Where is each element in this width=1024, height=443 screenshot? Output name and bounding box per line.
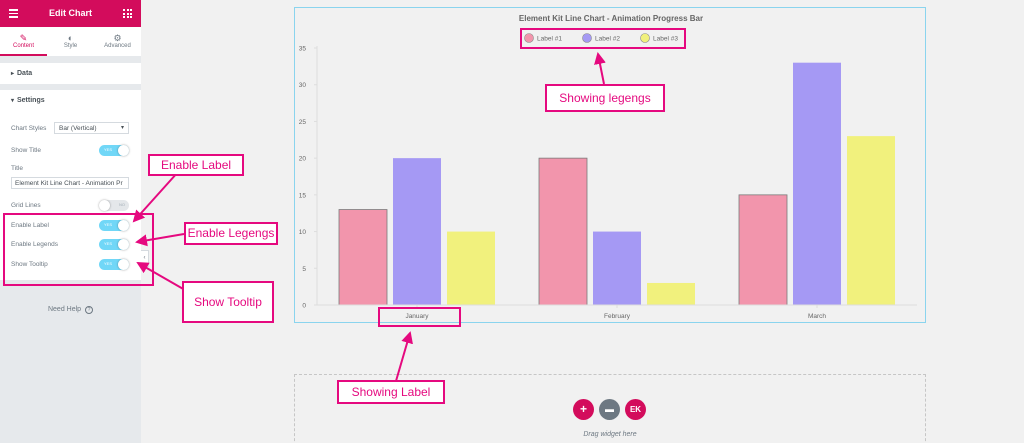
arrow-show-tooltip [136,262,186,291]
tab-advanced[interactable]: ⚙ Advanced [94,27,141,56]
callout-showing-label: Showing Label [337,380,445,404]
legend-label[interactable]: Label #3 [653,36,678,43]
panel-header: Edit Chart [0,0,141,27]
x-tick-label: January [405,313,429,320]
gear-icon: ⚙ [113,33,122,43]
y-tick-label: 0 [302,303,306,310]
collapse-panel-handle[interactable]: ‹ [141,250,149,267]
section-settings-title: Settings [17,97,45,104]
widgets-grid-icon[interactable] [123,9,132,18]
y-tick-label: 25 [299,119,307,126]
legend-swatch[interactable] [524,33,534,43]
bar[interactable] [593,231,641,305]
panel-tabs: ✎ Content ◐ Style ⚙ Advanced [0,27,141,56]
elementskit-logo-icon: EK [629,405,642,414]
bars-group [338,62,895,306]
tab-content[interactable]: ✎ Content [0,27,47,56]
bar[interactable] [738,194,788,306]
show-tooltip-switch[interactable]: YES [99,259,129,270]
chevron-down-icon: ▾ [120,125,124,131]
enable-legends-switch[interactable]: YES [99,239,129,250]
enable-legends-label: Enable Legends [11,241,58,248]
show-title-switch[interactable]: YES [99,145,129,156]
hamburger-menu-icon[interactable] [9,9,18,20]
tab-style[interactable]: ◐ Style [47,27,94,56]
y-tick-label: 30 [299,82,307,89]
show-tooltip-label: Show Tooltip [11,261,48,268]
bar[interactable] [538,157,588,306]
tab-content-label: Content [12,43,34,49]
callout-enable-label: Enable Label [148,154,244,176]
enable-label-label: Enable Label [11,222,49,229]
add-section-button[interactable]: + [573,399,594,420]
y-tick-label: 5 [302,266,306,273]
section-settings: ▾ Settings Chart Styles Bar (Vertical) ▾ … [0,90,141,280]
question-icon: ? [85,306,94,314]
plus-icon: + [579,402,587,416]
elementskit-library-button[interactable]: EK [625,399,646,420]
pencil-icon: ✎ [19,33,28,43]
callout-enable-legends: Enable Legengs [184,222,278,245]
chart-styles-select[interactable]: Bar (Vertical) ▾ [54,122,129,134]
chart-widget[interactable]: Element Kit Line Chart - Animation Progr… [294,7,926,323]
chart-styles-label: Chart Styles [11,125,47,132]
caret-right-icon: ▸ [11,71,15,77]
legend-label[interactable]: Label #1 [537,36,562,43]
bar[interactable] [793,62,841,305]
need-help-label: Need Help [47,306,82,313]
bar-chart: Element Kit Line Chart - Animation Progr… [299,14,917,320]
x-tick-label: March [808,313,826,320]
legend-label[interactable]: Label #2 [595,36,620,43]
bar[interactable] [847,136,895,305]
dropzone-text: Drag widget here [583,431,637,438]
bar[interactable] [338,209,388,306]
arrow-enable-legends [135,233,185,247]
grid-lines-switch[interactable]: NO [99,200,129,211]
y-tick-label: 35 [299,46,307,53]
legend-swatch[interactable] [640,33,650,43]
y-tick-label: 10 [299,229,307,236]
y-axis: 0 5 10 15 20 25 30 35 [299,46,318,310]
section-data[interactable]: ▸ Data [0,63,141,84]
half-circle-icon: ◐ [67,33,74,43]
x-tick-label: February [604,313,631,320]
section-data-title: Data [17,70,33,77]
title-label: Title [11,165,24,172]
widget-dropzone[interactable]: + ▬ EK Drag widget here [294,374,926,443]
editor-panel: Edit Chart ✎ Content ◐ Style ⚙ Advanced … [0,0,141,443]
show-title-label: Show Title [11,147,41,154]
tab-advanced-label: Advanced [104,43,131,49]
bar[interactable] [393,158,441,305]
legend-swatch[interactable] [582,33,592,43]
panel-title: Edit Chart [48,8,92,18]
chart-legend: Label #1 Label #2 Label #3 [524,33,678,43]
bar[interactable] [647,282,695,305]
folder-icon: ▬ [605,404,614,414]
section-settings-header[interactable]: ▾ Settings [11,97,45,104]
y-tick-label: 15 [299,192,307,199]
add-template-button[interactable]: ▬ [599,399,620,420]
title-input[interactable]: Element Kit Line Chart - Animation Pr [11,177,129,189]
need-help-link[interactable]: Need Help ? [0,306,141,314]
tab-style-label: Style [63,43,78,49]
x-axis: January February March [317,304,917,320]
chart-title: Element Kit Line Chart - Animation Progr… [519,14,703,23]
chart-styles-value: Bar (Vertical) [59,125,97,132]
enable-label-switch[interactable]: YES [99,220,129,231]
callout-show-tooltip: Show Tooltip [182,281,274,323]
y-tick-label: 20 [299,156,307,163]
bar[interactable] [447,231,495,305]
grid-lines-label: Grid Lines [11,202,41,209]
callout-showing-legends: Showing legengs [545,84,665,112]
caret-down-icon: ▾ [11,98,15,104]
